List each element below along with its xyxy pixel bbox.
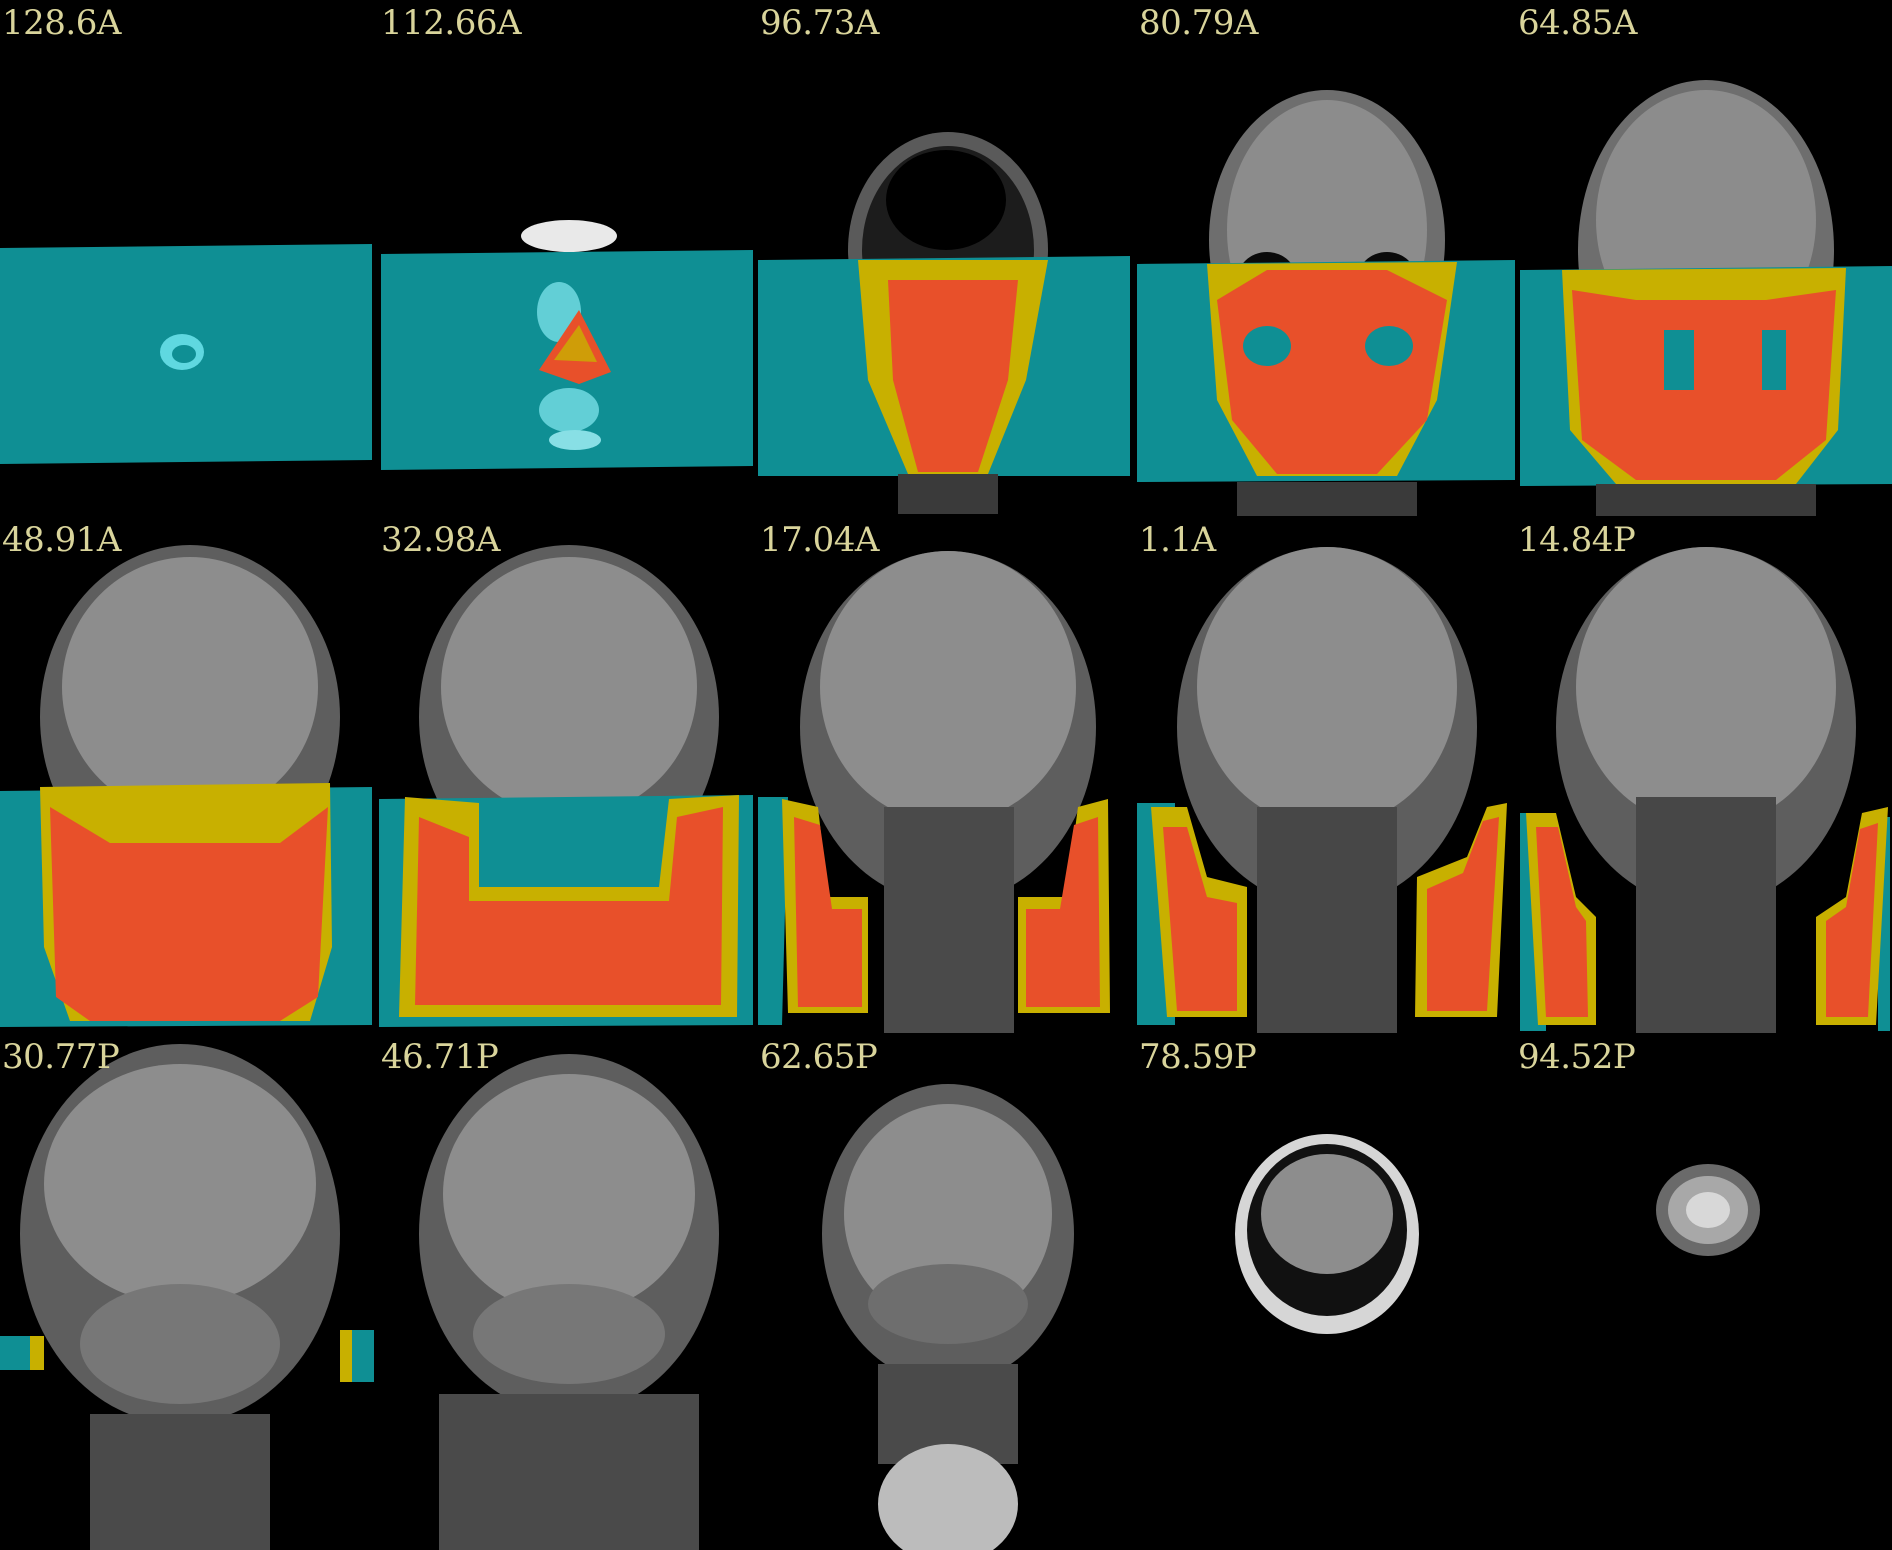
slice-position-label: 17.04A — [760, 520, 879, 560]
slice-image — [0, 545, 372, 1027]
slice-panel: 17.04A — [758, 517, 1136, 1033]
slice-image — [0, 1044, 374, 1550]
slice-position-label: 14.84P — [1518, 520, 1636, 560]
slice-position-label: 30.77P — [2, 1037, 120, 1077]
slice-image — [381, 220, 753, 470]
slice-panel: 64.85A — [1516, 0, 1892, 516]
slice-position-label: 94.52P — [1518, 1037, 1636, 1077]
slice-position-label: 46.71P — [381, 1037, 499, 1077]
slice-panel: 80.79A — [1137, 0, 1515, 516]
slice-position-label: 64.85A — [1518, 3, 1637, 43]
slice-position-label: 48.91A — [2, 520, 121, 560]
slice-panel: 128.6A — [0, 0, 378, 516]
slice-image — [1520, 80, 1892, 516]
slice-panel: 46.71P — [379, 1034, 757, 1550]
slice-panel: 78.59P — [1137, 1034, 1515, 1550]
slice-image — [822, 1084, 1074, 1550]
slice-image — [1235, 1134, 1419, 1334]
slice-image — [0, 244, 372, 464]
slice-image — [1137, 547, 1507, 1033]
slice-position-label: 62.65P — [760, 1037, 878, 1077]
slice-position-label: 112.66A — [381, 3, 522, 43]
slice-panel: 32.98A — [379, 517, 757, 1033]
slice-image — [758, 551, 1110, 1033]
slice-position-label: 32.98A — [381, 520, 500, 560]
slice-position-label: 128.6A — [2, 3, 121, 43]
slice-panel: 30.77P — [0, 1034, 378, 1550]
slice-panel: 96.73A — [758, 0, 1136, 516]
slice-image — [379, 545, 753, 1027]
slice-image — [1520, 547, 1890, 1033]
slice-position-label: 96.73A — [760, 3, 879, 43]
slice-panel: 48.91A — [0, 517, 378, 1033]
slice-position-label: 80.79A — [1139, 3, 1258, 43]
slice-panel: 94.52P — [1516, 1034, 1892, 1550]
slice-panel: 1.1A — [1137, 517, 1515, 1033]
slice-image — [758, 132, 1130, 514]
slice-panel: 14.84P — [1516, 517, 1892, 1033]
slice-panel: 62.65P — [758, 1034, 1136, 1550]
slice-panel: 112.66A — [379, 0, 757, 516]
slice-image — [1137, 90, 1515, 516]
slice-position-label: 78.59P — [1139, 1037, 1257, 1077]
slice-position-label: 1.1A — [1139, 520, 1216, 560]
slice-image — [1656, 1164, 1760, 1256]
slice-image — [419, 1054, 719, 1550]
